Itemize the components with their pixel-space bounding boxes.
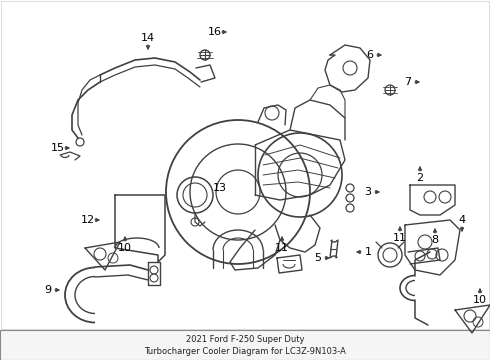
Text: 13: 13 [213, 183, 227, 193]
Text: 11: 11 [275, 243, 289, 253]
Text: 5: 5 [315, 253, 321, 263]
Text: 12: 12 [81, 215, 95, 225]
Text: 3: 3 [365, 187, 371, 197]
Text: 2: 2 [416, 173, 423, 183]
Text: 1: 1 [365, 247, 371, 257]
Text: 8: 8 [431, 235, 439, 245]
Text: 7: 7 [404, 77, 412, 87]
Text: 9: 9 [45, 285, 51, 295]
Text: Turbocharger Cooler Diagram for LC3Z-9N103-A: Turbocharger Cooler Diagram for LC3Z-9N1… [144, 347, 346, 356]
Text: 10: 10 [473, 295, 487, 305]
Text: 15: 15 [51, 143, 65, 153]
Text: 6: 6 [367, 50, 373, 60]
Bar [0, 330, 490, 360]
Text: 10: 10 [118, 243, 132, 253]
Text: 4: 4 [459, 215, 466, 225]
Text: 16: 16 [208, 27, 222, 37]
Text: 14: 14 [141, 33, 155, 43]
Text: 11: 11 [393, 233, 407, 243]
Text: 2021 Ford F-250 Super Duty: 2021 Ford F-250 Super Duty [186, 336, 304, 345]
